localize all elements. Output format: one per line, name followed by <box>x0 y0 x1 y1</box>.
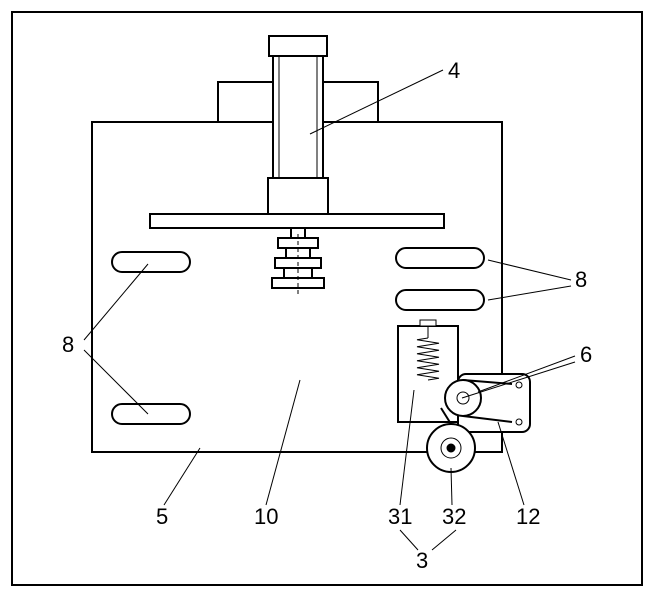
leader-3_l <box>400 530 418 550</box>
leader-3_r <box>432 530 456 550</box>
top-cap <box>269 36 327 56</box>
leader-32 <box>451 468 452 505</box>
label-31: 31 <box>388 504 412 529</box>
cylinder-outer <box>273 56 323 178</box>
label-3: 3 <box>416 548 428 573</box>
wheel-hub <box>447 444 455 452</box>
spring-cap <box>420 320 436 326</box>
leader-12 <box>498 422 524 505</box>
engineering-diagram: 4 8 8 6 5 10 31 32 12 3 <box>0 0 654 597</box>
label-12: 12 <box>516 504 540 529</box>
label-8_left: 8 <box>62 332 74 357</box>
platform <box>150 214 444 228</box>
label-8_right: 8 <box>575 267 587 292</box>
cylinder-base <box>268 178 328 214</box>
label-6: 6 <box>580 342 592 367</box>
label-5: 5 <box>156 504 168 529</box>
label-4: 4 <box>448 58 460 83</box>
label-32: 32 <box>442 504 466 529</box>
leader-5 <box>164 448 200 505</box>
label-10: 10 <box>254 504 278 529</box>
